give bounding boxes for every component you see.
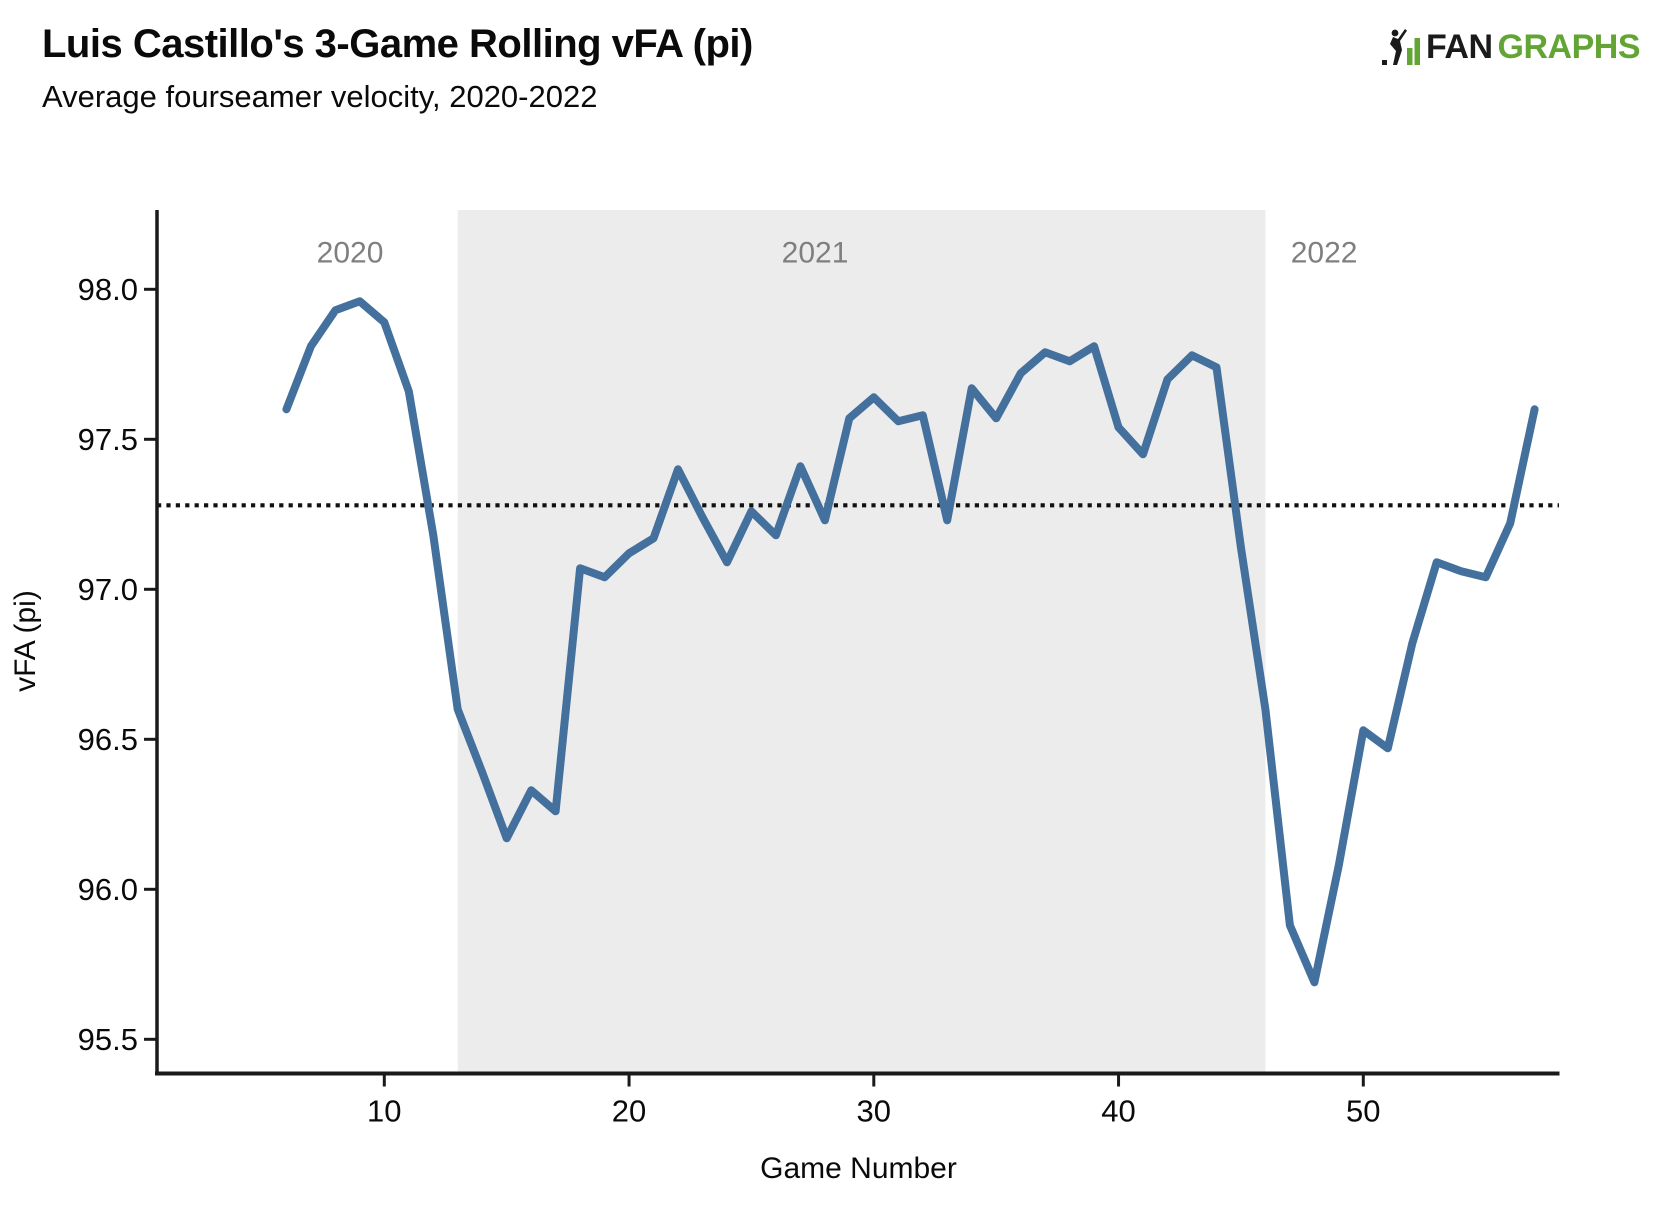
chart-title: Luis Castillo's 3-Game Rolling vFA (pi) xyxy=(42,22,753,66)
season-band-2021 xyxy=(457,210,1266,1074)
season-label-2020: 2020 xyxy=(317,237,384,270)
chart-subtitle: Average fourseamer velocity, 2020-2022 xyxy=(42,79,598,114)
y-tick-label: 97.5 xyxy=(78,422,138,457)
y-tick-label: 96.0 xyxy=(78,872,138,907)
x-tick-label: 40 xyxy=(1101,1094,1135,1129)
fangraphs-logo: FAN GRAPHS xyxy=(1381,26,1641,68)
x-tick-label: 30 xyxy=(857,1094,891,1129)
fangraphs-batter-icon xyxy=(1382,29,1421,65)
y-tick-label: 97.0 xyxy=(78,572,138,607)
x-tick-label: 20 xyxy=(612,1094,646,1129)
fangraphs-logo-text-fan: FAN xyxy=(1426,27,1493,66)
series-line xyxy=(282,297,1539,987)
season-label-2021: 2021 xyxy=(782,237,849,270)
y-tick-label: 96.5 xyxy=(78,722,138,757)
x-axis-title: Game Number xyxy=(760,1152,957,1185)
x-tick-label: 50 xyxy=(1346,1094,1380,1129)
season-label-2022: 2022 xyxy=(1291,237,1358,270)
y-tick-label: 98.0 xyxy=(78,272,138,307)
x-tick-label: 10 xyxy=(367,1094,401,1129)
fangraphs-logo-text-graphs: GRAPHS xyxy=(1497,27,1641,66)
y-tick-label: 95.5 xyxy=(78,1022,138,1057)
